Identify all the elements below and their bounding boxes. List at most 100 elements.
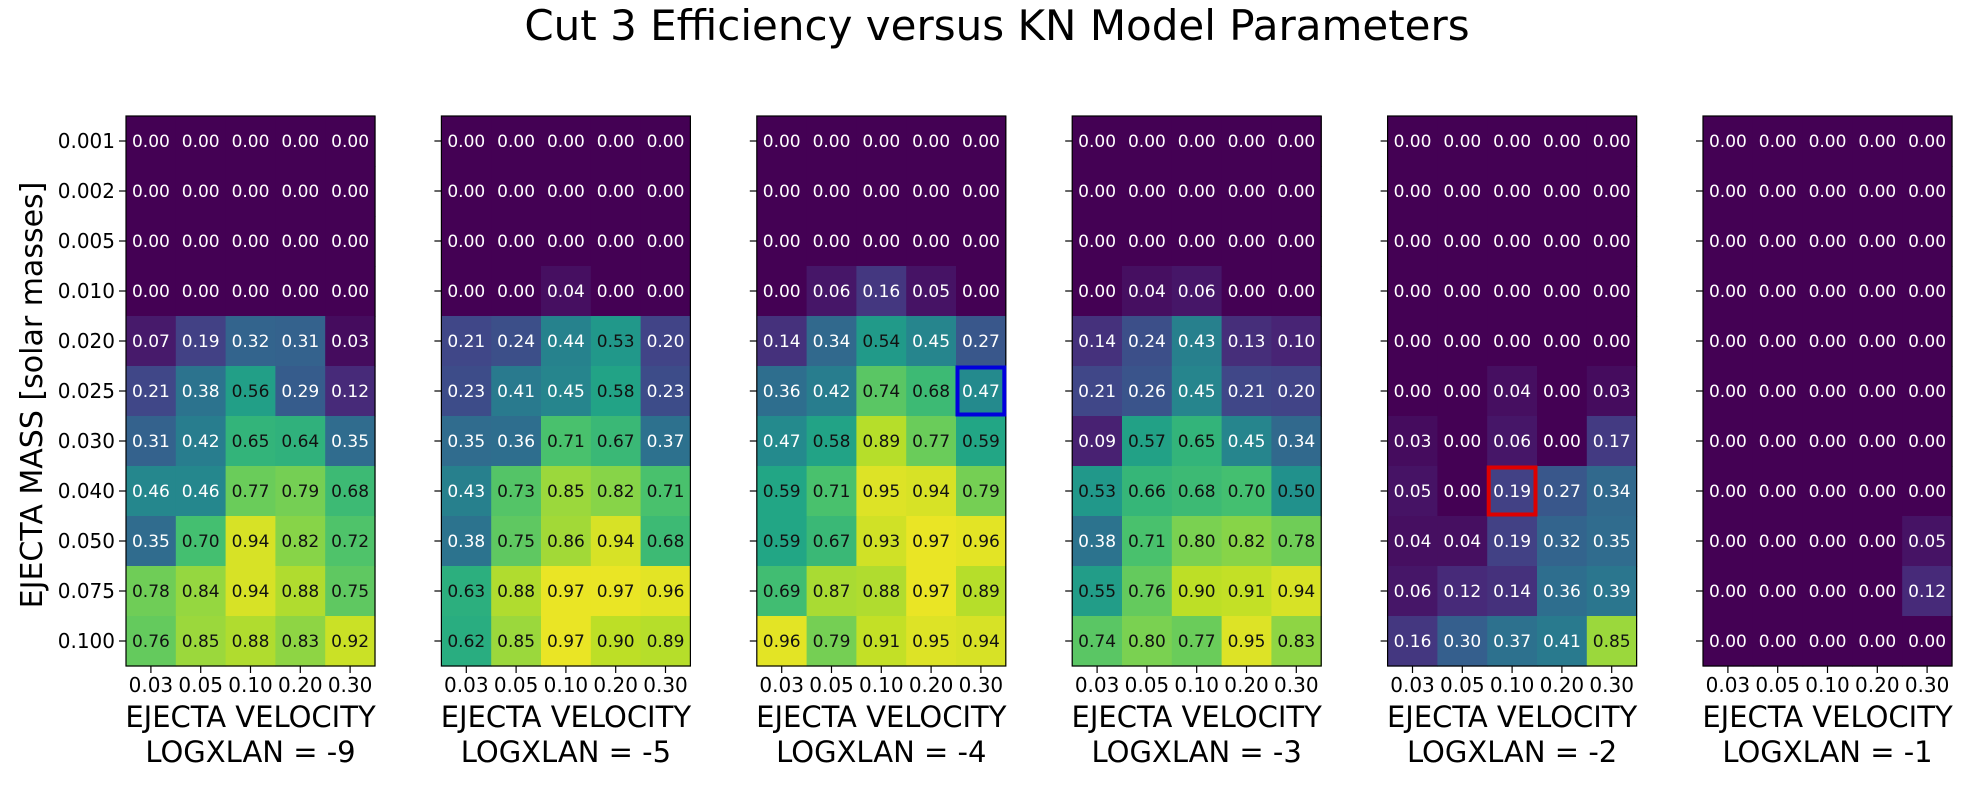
cell-value-label: 0.77 (232, 482, 270, 502)
cell-value-label: 0.00 (1709, 632, 1747, 652)
heatmap-panel: 0.00 0.00 0.00 0.00 0.00 0.00 0.00 0.00 0.00 0.00… (434, 115, 691, 769)
heatmap-cell (1221, 366, 1272, 417)
cell-value-label: 0.00 (1709, 132, 1747, 152)
cell-value-label: 0.29 (281, 382, 319, 402)
cell-value-label: 0.97 (547, 582, 585, 602)
cell-value-label: 0.00 (1443, 282, 1481, 302)
heatmap-cell (1387, 566, 1438, 617)
x-tick-label: 0.05 (494, 673, 539, 697)
heatmap-cell (1802, 116, 1853, 167)
heatmap-cell (1703, 266, 1754, 317)
heatmap-cell (1752, 216, 1804, 267)
cell-value-label: 0.00 (1277, 182, 1315, 202)
y-tick-label: 0.100 (58, 629, 115, 653)
x-tick-label: 0.03 (1075, 673, 1120, 697)
heatmap-cell (1387, 516, 1438, 567)
heatmap-cell (1703, 416, 1754, 467)
heatmap-cell (1171, 266, 1223, 317)
heatmap-cell (806, 616, 857, 667)
heatmap-cell (956, 466, 1007, 517)
heatmap-cell (1802, 266, 1853, 317)
heatmap-cell (1852, 116, 1903, 167)
cell-value-label: 0.00 (331, 182, 369, 202)
cell-value-label: 0.50 (1277, 482, 1315, 502)
heatmap-cell (225, 516, 276, 567)
heatmap-cell (491, 316, 542, 367)
heatmap-cell (441, 516, 492, 567)
cell-value-label: 0.00 (1709, 282, 1747, 302)
heatmap-cell (275, 366, 326, 417)
heatmap-cell (1752, 266, 1804, 317)
heatmap-cell (640, 466, 691, 517)
heatmap-cell (1171, 466, 1223, 517)
heatmap-cell (1387, 416, 1438, 467)
heatmap-cell (1586, 266, 1638, 317)
heatmap-cell (275, 616, 326, 667)
cell-value-label: 0.00 (1908, 632, 1946, 652)
heatmap-cell (956, 216, 1007, 267)
cell-value-label: 0.47 (763, 432, 801, 452)
cell-value-label: 0.00 (1759, 282, 1797, 302)
heatmap-cell (590, 416, 642, 467)
heatmap-cell (756, 466, 808, 517)
cell-value-label: 0.30 (1443, 632, 1481, 652)
heatmap-cell (956, 116, 1007, 167)
cell-value-label: 0.00 (1709, 182, 1747, 202)
heatmap-cell (541, 466, 592, 517)
heatmap-cell (856, 166, 907, 217)
heatmap-cell (541, 516, 592, 567)
heatmap-cell (1487, 316, 1538, 367)
heatmap-cell (906, 366, 957, 417)
x-tick-label: 0.10 (1805, 673, 1850, 697)
cell-value-label: 0.95 (1228, 632, 1266, 652)
heatmap-cell (1387, 216, 1438, 267)
x-axis-label: EJECTA VELOCITY (1387, 700, 1638, 734)
heatmap-cell (1437, 416, 1488, 467)
heatmap-cell (1852, 366, 1903, 417)
heatmap-cell (441, 416, 492, 467)
heatmap-cell (175, 566, 227, 617)
cell-value-label: 0.59 (962, 432, 1000, 452)
heatmap-cell (640, 516, 691, 567)
heatmap-cell (1852, 166, 1903, 217)
heatmap-cell (1072, 116, 1123, 167)
heatmap-cell (640, 116, 691, 167)
cell-value-label: 0.71 (647, 482, 685, 502)
cell-value-label: 0.90 (597, 632, 635, 652)
cell-value-label: 0.46 (132, 482, 170, 502)
heatmap-cell (1271, 166, 1322, 217)
heatmap-cell (441, 616, 492, 667)
heatmap-cell (1122, 416, 1173, 467)
cell-value-label: 0.19 (1493, 482, 1531, 502)
cell-value-label: 0.35 (447, 432, 485, 452)
cell-value-label: 0.00 (1593, 182, 1631, 202)
heatmap-cell (1271, 616, 1322, 667)
cell-value-label: 0.00 (1493, 182, 1531, 202)
cell-value-label: 0.21 (1228, 382, 1266, 402)
heatmap-cell (1703, 216, 1754, 267)
heatmap-panels: 0.00 0.00 0.00 0.00 0.00 0.00 0.00 0.00 0.00 0.00… (58, 115, 1953, 769)
heatmap-cell (856, 566, 907, 617)
heatmap-cell (1802, 566, 1853, 617)
heatmap-cell (1221, 316, 1272, 367)
heatmap-cell (1537, 316, 1588, 367)
cell-value-label: 0.70 (182, 532, 220, 552)
heatmap-cell (1271, 266, 1322, 317)
heatmap-cell (1271, 466, 1322, 517)
cell-value-label: 0.35 (331, 432, 369, 452)
heatmap-cell (541, 366, 592, 417)
cell-value-label: 0.00 (1128, 182, 1166, 202)
heatmap-cell (1902, 166, 1953, 217)
cell-value-label: 0.85 (182, 632, 220, 652)
heatmap-cell (1703, 566, 1754, 617)
cell-value-label: 0.00 (132, 232, 170, 252)
cell-value-label: 0.85 (497, 632, 535, 652)
heatmap-cell (1852, 566, 1903, 617)
cell-value-label: 0.00 (962, 282, 1000, 302)
cell-value-label: 0.53 (1078, 482, 1116, 502)
cell-value-label: 0.38 (1078, 532, 1116, 552)
heatmap-cell (325, 266, 376, 317)
cell-value-label: 0.00 (331, 232, 369, 252)
heatmap-cell (1171, 516, 1223, 567)
cell-value-label: 0.21 (1078, 382, 1116, 402)
